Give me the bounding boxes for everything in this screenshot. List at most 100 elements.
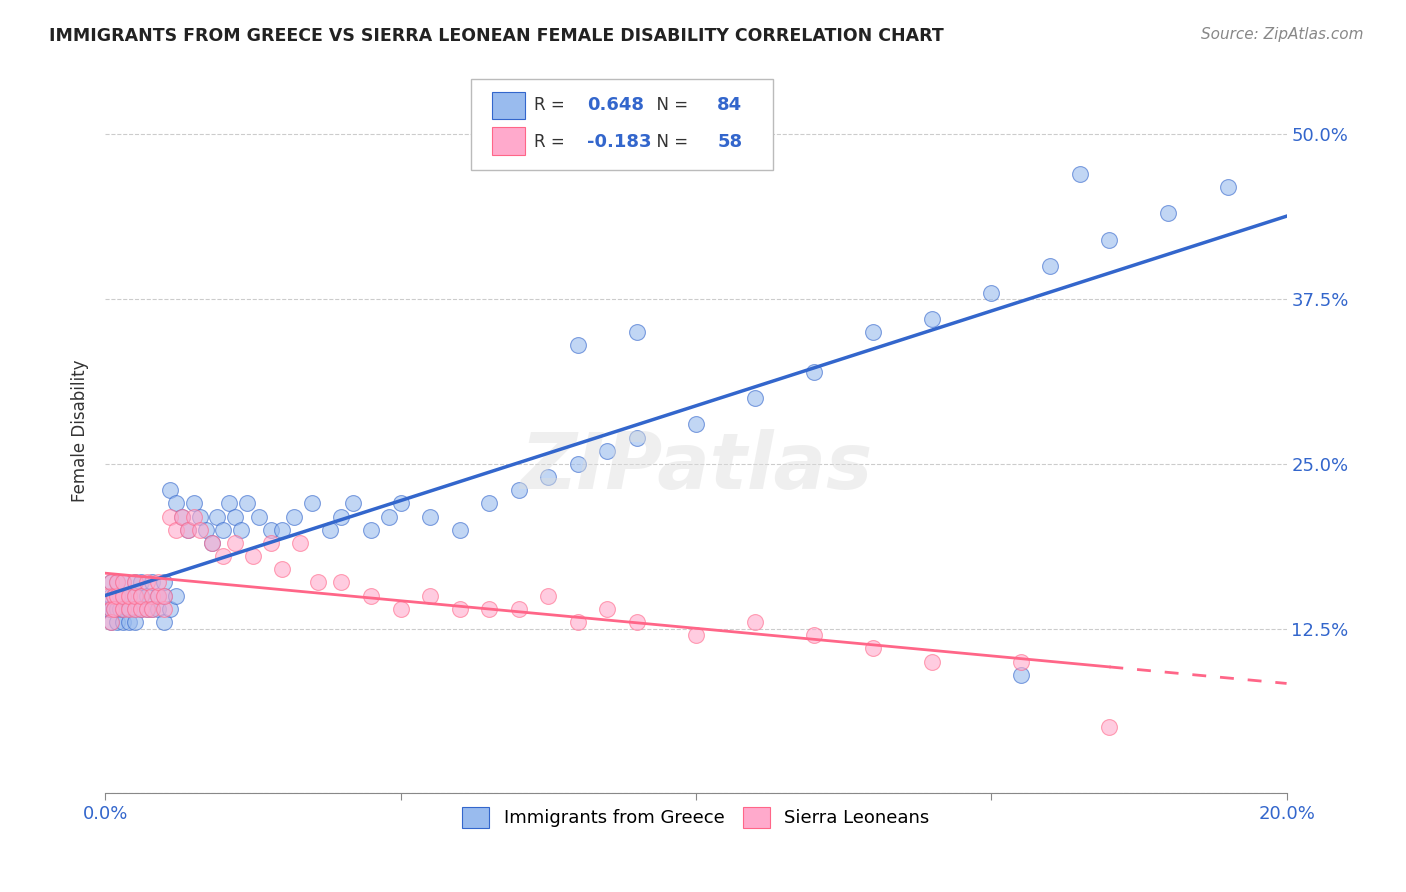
Point — [567, 338, 589, 352]
Point — [803, 365, 825, 379]
Point — [153, 589, 176, 603]
Point — [419, 589, 441, 603]
Point — [194, 523, 217, 537]
Point — [165, 523, 187, 537]
Point — [100, 589, 122, 603]
Point — [148, 589, 170, 603]
Point — [478, 496, 501, 510]
Point — [124, 589, 146, 603]
Point — [148, 575, 170, 590]
Point — [389, 496, 412, 510]
Point — [148, 589, 170, 603]
Point — [1010, 655, 1032, 669]
Point — [921, 312, 943, 326]
Point — [141, 602, 163, 616]
Point — [330, 575, 353, 590]
Point — [105, 589, 128, 603]
Point — [685, 417, 707, 432]
Point — [118, 602, 141, 616]
FancyBboxPatch shape — [471, 79, 773, 170]
Point — [626, 430, 648, 444]
Point — [100, 615, 122, 629]
Point — [153, 575, 176, 590]
Point — [236, 496, 259, 510]
Point — [744, 391, 766, 405]
Point — [508, 483, 530, 498]
Point — [159, 602, 181, 616]
Point — [271, 562, 294, 576]
Text: R =: R = — [534, 133, 569, 151]
Point — [124, 589, 146, 603]
Point — [124, 602, 146, 616]
Text: IMMIGRANTS FROM GREECE VS SIERRA LEONEAN FEMALE DISABILITY CORRELATION CHART: IMMIGRANTS FROM GREECE VS SIERRA LEONEAN… — [49, 27, 943, 45]
Bar — [492, 128, 524, 155]
Point — [1010, 667, 1032, 681]
Point — [105, 602, 128, 616]
Point — [124, 575, 146, 590]
Point — [148, 602, 170, 616]
Point — [271, 523, 294, 537]
Point — [153, 589, 176, 603]
Point — [124, 615, 146, 629]
Point — [478, 602, 501, 616]
Point — [744, 615, 766, 629]
Point — [188, 523, 211, 537]
Point — [97, 602, 120, 616]
Point — [177, 523, 200, 537]
Point — [537, 470, 560, 484]
Point — [259, 536, 281, 550]
Point — [135, 602, 157, 616]
Point — [567, 457, 589, 471]
Point — [242, 549, 264, 563]
Point — [212, 549, 235, 563]
Point — [1039, 259, 1062, 273]
Point — [111, 589, 134, 603]
Point — [111, 575, 134, 590]
Point — [170, 509, 193, 524]
Point — [342, 496, 364, 510]
Point — [188, 509, 211, 524]
Point — [100, 602, 122, 616]
Point — [419, 509, 441, 524]
Point — [97, 589, 120, 603]
Text: 84: 84 — [717, 96, 742, 114]
Text: N =: N = — [647, 133, 693, 151]
Point — [803, 628, 825, 642]
Point — [159, 509, 181, 524]
Point — [129, 589, 152, 603]
Bar — [492, 92, 524, 120]
Point — [129, 589, 152, 603]
Point — [626, 325, 648, 339]
Point — [596, 443, 619, 458]
Point — [165, 496, 187, 510]
Point — [103, 602, 125, 616]
Point — [318, 523, 340, 537]
Point — [330, 509, 353, 524]
Point — [141, 575, 163, 590]
Point — [105, 575, 128, 590]
Point — [103, 589, 125, 603]
Point — [685, 628, 707, 642]
Point — [626, 615, 648, 629]
Point — [103, 589, 125, 603]
Point — [1098, 721, 1121, 735]
Text: N =: N = — [647, 96, 693, 114]
Point — [105, 615, 128, 629]
Point — [449, 602, 471, 616]
Point — [124, 575, 146, 590]
Point — [218, 496, 240, 510]
Point — [118, 589, 141, 603]
Point — [862, 325, 884, 339]
Point — [108, 589, 131, 603]
Point — [360, 523, 382, 537]
Point — [377, 509, 399, 524]
Point — [135, 575, 157, 590]
Point — [111, 615, 134, 629]
Point — [307, 575, 329, 590]
Point — [100, 575, 122, 590]
Point — [153, 602, 176, 616]
Point — [183, 496, 205, 510]
Point — [224, 536, 246, 550]
Point — [200, 536, 222, 550]
Text: 0.648: 0.648 — [588, 96, 644, 114]
